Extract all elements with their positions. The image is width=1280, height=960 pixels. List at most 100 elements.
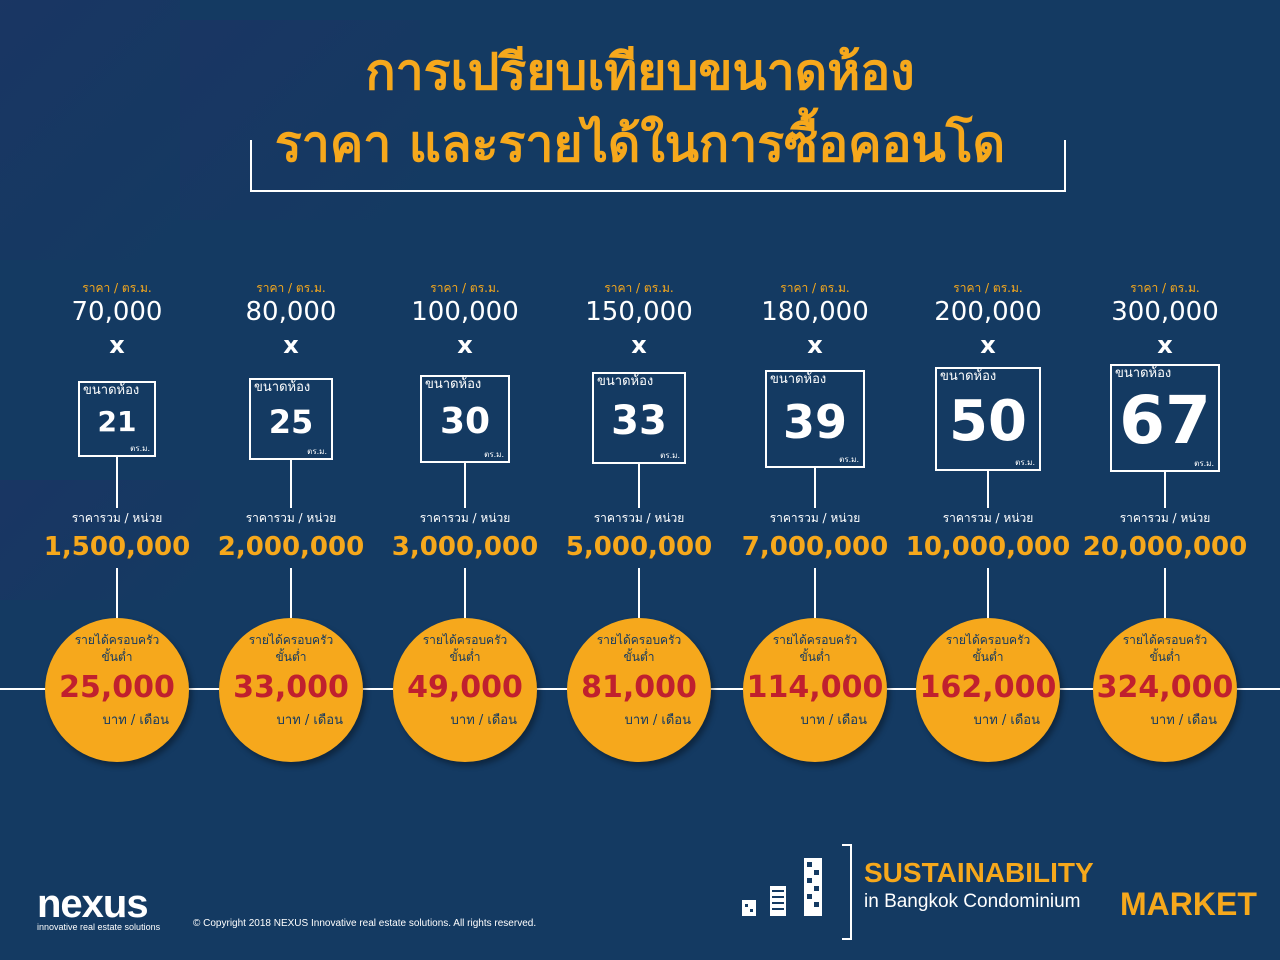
income-value: 114,000 — [746, 670, 884, 705]
connector — [987, 471, 989, 508]
income-value: 33,000 — [233, 670, 349, 705]
income-unit: บาท / เดือน — [624, 713, 691, 728]
connector — [814, 468, 816, 508]
column-67-sqm: ราคา / ตร.ม. 300,000 x ขนาดห้อง 67 ตร.ม.… — [1075, 0, 1255, 960]
multiply-sign: x — [283, 331, 299, 359]
total-price-label: ราคารวม / หน่วย — [419, 511, 511, 525]
copyright: © Copyright 2018 NEXUS Innovative real e… — [193, 918, 537, 929]
column-39-sqm: ราคา / ตร.ม. 180,000 x ขนาดห้อง 39 ตร.ม.… — [725, 0, 905, 960]
background-texture — [0, 0, 180, 260]
room-size-value: 33 — [611, 398, 667, 444]
price-per-sqm-value: 70,000 — [71, 297, 163, 327]
connector — [290, 460, 292, 508]
column-25-sqm: ราคา / ตร.ม. 80,000 x ขนาดห้อง 25 ตร.ม. … — [201, 0, 381, 960]
income-unit: บาท / เดือน — [450, 713, 517, 728]
background-texture — [0, 480, 200, 600]
price-per-sqm-label: ราคา / ตร.ม. — [604, 281, 674, 295]
income-label-2: ขั้นต่ำ — [1149, 650, 1181, 664]
room-size-box: ขนาดห้อง 33 ตร.ม. — [592, 372, 686, 464]
income-label-1: รายได้ครอบครัว — [945, 633, 1031, 647]
room-size-value: 30 — [439, 401, 491, 442]
sqm-unit: ตร.ม. — [484, 450, 504, 459]
income-label-1: รายได้ครอบครัว — [248, 633, 334, 647]
multiply-sign: x — [1157, 331, 1173, 359]
connector — [814, 568, 816, 618]
income-value: 49,000 — [407, 670, 523, 705]
room-size-box: ขนาดห้อง 39 ตร.ม. — [765, 370, 865, 468]
income-unit: บาท / เดือน — [800, 713, 867, 728]
logo-name: nexus — [37, 882, 149, 926]
brand-market: MARKET — [1120, 886, 1257, 922]
logo-tagline: innovative real estate solutions — [37, 922, 161, 932]
connector — [116, 568, 118, 618]
income-label-2: ขั้นต่ำ — [972, 650, 1004, 664]
income-label-1: รายได้ครอบครัว — [74, 633, 160, 647]
income-label-1: รายได้ครอบครัว — [772, 633, 858, 647]
title-line-2: ราคา และรายได้ในการซื้อคอนโด — [274, 115, 1006, 173]
sqm-unit: ตร.ม. — [1015, 458, 1035, 467]
income-label-2: ขั้นต่ำ — [101, 650, 133, 664]
income-value: 25,000 — [59, 670, 175, 705]
income-label-1: รายได้ครอบครัว — [1122, 633, 1208, 647]
income-label-2: ขั้นต่ำ — [799, 650, 831, 664]
column-21-sqm: ราคา / ตร.ม. 70,000 x ขนาดห้อง 21 ตร.ม. … — [27, 0, 207, 960]
room-size-label: ขนาดห้อง — [940, 369, 997, 384]
multiply-sign: x — [807, 331, 823, 359]
brand-bracket — [842, 844, 852, 940]
total-price-value: 1,500,000 — [43, 532, 191, 562]
connector — [290, 568, 292, 618]
nexus-logo: nexus innovative real estate solutions — [37, 882, 161, 932]
income-circle: รายได้ครอบครัว ขั้นต่ำ 33,000 บาท / เดือ… — [219, 618, 363, 762]
connector — [116, 457, 118, 508]
income-circle: รายได้ครอบครัว ขั้นต่ำ 114,000 บาท / เดื… — [743, 618, 887, 762]
total-price-value: 10,000,000 — [905, 532, 1071, 562]
room-size-value: 39 — [782, 395, 847, 449]
price-per-sqm-value: 80,000 — [245, 297, 337, 327]
connector — [464, 568, 466, 618]
income-value: 324,000 — [1096, 670, 1234, 705]
price-per-sqm-value: 200,000 — [934, 297, 1042, 327]
income-unit: บาท / เดือน — [102, 713, 169, 728]
price-per-sqm-label: ราคา / ตร.ม. — [82, 281, 152, 295]
room-size-label: ขนาดห้อง — [425, 377, 482, 392]
income-circle: รายได้ครอบครัว ขั้นต่ำ 324,000 บาท / เดื… — [1093, 618, 1237, 762]
room-size-label: ขนาดห้อง — [770, 372, 827, 387]
income-label-2: ขั้นต่ำ — [275, 650, 307, 664]
room-size-label: ขนาดห้อง — [597, 374, 654, 389]
income-circle: รายได้ครอบครัว ขั้นต่ำ 81,000 บาท / เดือ… — [567, 618, 711, 762]
room-size-value: 67 — [1119, 382, 1211, 459]
total-price-label: ราคารวม / หน่วย — [942, 511, 1034, 525]
room-size-box: ขนาดห้อง 21 ตร.ม. — [78, 381, 156, 457]
multiply-sign: x — [631, 331, 647, 359]
room-size-label: ขนาดห้อง — [1115, 366, 1172, 381]
total-price-label: ราคารวม / หน่วย — [769, 511, 861, 525]
room-size-value: 25 — [268, 403, 314, 441]
sqm-unit: ตร.ม. — [307, 447, 327, 456]
income-circle: รายได้ครอบครัว ขั้นต่ำ 162,000 บาท / เดื… — [916, 618, 1060, 762]
connector — [638, 568, 640, 618]
total-price-value: 3,000,000 — [391, 532, 539, 562]
buildings-icon — [742, 858, 822, 916]
total-price-label: ราคารวม / หน่วย — [245, 511, 337, 525]
price-per-sqm-label: ราคา / ตร.ม. — [1130, 281, 1200, 295]
room-size-box: ขนาดห้อง 67 ตร.ม. — [1110, 364, 1220, 472]
multiply-sign: x — [457, 331, 473, 359]
price-per-sqm-value: 150,000 — [585, 297, 693, 327]
price-per-sqm-label: ราคา / ตร.ม. — [953, 281, 1023, 295]
price-per-sqm-label: ราคา / ตร.ม. — [780, 281, 850, 295]
total-price-value: 5,000,000 — [565, 532, 713, 562]
multiply-sign: x — [980, 331, 996, 359]
income-label-2: ขั้นต่ำ — [449, 650, 481, 664]
price-per-sqm-value: 300,000 — [1111, 297, 1219, 327]
income-value: 81,000 — [581, 670, 697, 705]
sqm-unit: ตร.ม. — [130, 444, 150, 453]
background-texture — [180, 20, 420, 220]
room-size-box: ขนาดห้อง 25 ตร.ม. — [249, 378, 333, 460]
brand-sustainability: SUSTAINABILITY — [864, 857, 1094, 888]
connector — [1164, 568, 1166, 618]
multiply-sign: x — [109, 331, 125, 359]
price-per-sqm-label: ราคา / ตร.ม. — [430, 281, 500, 295]
brand-subtitle: in Bangkok Condominium — [864, 891, 1081, 912]
room-size-label: ขนาดห้อง — [83, 383, 140, 398]
income-unit: บาท / เดือน — [276, 713, 343, 728]
